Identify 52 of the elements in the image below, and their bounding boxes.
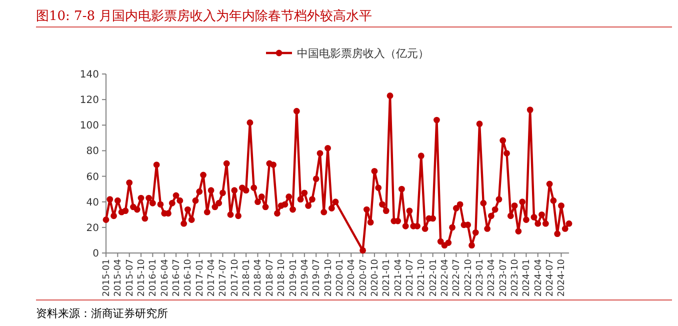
x-tick-label: 2015-10 — [137, 258, 148, 297]
x-tick-label: 2015-07 — [125, 259, 136, 297]
x-tick-label: 2023-10 — [510, 258, 521, 297]
x-tick-label: 2017-04 — [207, 258, 218, 297]
y-tick-label: 20 — [86, 222, 99, 234]
x-tick-label: 2024-07 — [546, 259, 556, 297]
legend-label: 中国电影票房收入（亿元） — [297, 47, 429, 60]
x-tick-label: 2024-10 — [557, 258, 568, 297]
y-tick-label: 80 — [86, 146, 99, 158]
x-tick-label: 2023-07 — [498, 259, 509, 297]
x-tick-label: 2020-07 — [358, 259, 369, 297]
x-tick-label: 2019-04 — [300, 258, 310, 297]
x-tick-label: 2019-01 — [288, 259, 299, 297]
legend: 中国电影票房收入（亿元） — [266, 47, 429, 60]
x-tick-label: 2021-01 — [382, 259, 392, 297]
x-tick-label: 2018-04 — [254, 258, 264, 297]
x-tick-label: 2023-01 — [476, 259, 486, 297]
x-tick-label: 2017-10 — [230, 258, 240, 297]
x-tick-label: 2018-10 — [277, 258, 288, 297]
x-tick-label: 2015-04 — [114, 258, 124, 297]
x-tick-label: 2022-07 — [452, 259, 462, 297]
x-tick-label: 2016-04 — [160, 258, 170, 297]
y-tick-label: 60 — [86, 172, 99, 183]
y-tick-label: 100 — [80, 120, 99, 132]
x-tick-label: 2021-10 — [417, 258, 428, 297]
x-tick-label: 2020-01 — [335, 259, 346, 297]
x-tick-label: 2020-04 — [347, 258, 358, 297]
x-tick-label: 2022-01 — [428, 259, 439, 297]
x-tick-label: 2022-10 — [464, 258, 474, 297]
x-tick-label: 2019-10 — [324, 258, 334, 297]
chart-title: 图10: 7-8 月国内电影票房收入为年内除春节档外较高水平 — [36, 8, 372, 24]
x-tick-label: 2020-10 — [370, 258, 380, 297]
x-tick-label: 2018-07 — [265, 259, 276, 297]
y-tick-label: 40 — [86, 197, 99, 208]
x-tick-label: 2016-10 — [184, 258, 194, 297]
x-tick-label: 2021-04 — [394, 258, 404, 297]
y-tick-label: 120 — [80, 95, 99, 106]
y-tick-label: 140 — [80, 70, 99, 80]
text: 资料来源：浙商证券研究所 — [36, 307, 168, 320]
x-tick-label: 2022-04 — [440, 258, 450, 297]
x-tick-label: 2021-07 — [405, 259, 416, 297]
x-tick-label: 2024-04 — [534, 258, 544, 297]
x-tick-label: 2016-01 — [148, 259, 159, 297]
x-tick-label: 2024-01 — [522, 259, 532, 297]
x-tick-label: 2023-04 — [487, 258, 498, 297]
x-tick-label: 2019-07 — [312, 259, 322, 297]
y-tick-label: 0 — [92, 248, 99, 260]
x-tick-label: 2018-01 — [242, 259, 252, 297]
x-tick-label: 2016-07 — [172, 259, 182, 297]
x-tick-label: 2015-01 — [102, 259, 112, 297]
x-tick-label: 2017-01 — [195, 259, 206, 297]
x-tick-label: 2017-07 — [218, 259, 229, 297]
